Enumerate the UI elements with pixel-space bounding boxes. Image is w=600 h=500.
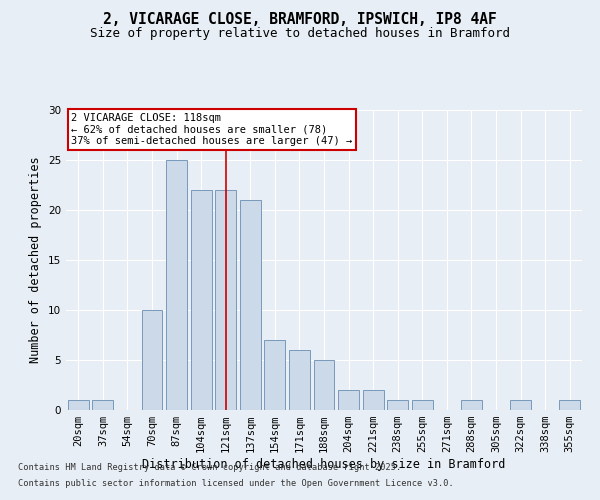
Bar [338, 390, 359, 410]
Bar [68, 400, 89, 410]
Text: Contains HM Land Registry data © Crown copyright and database right 2025.: Contains HM Land Registry data © Crown c… [18, 464, 401, 472]
Bar [412, 400, 433, 410]
Bar [215, 190, 236, 410]
Bar [142, 310, 163, 410]
Bar [387, 400, 408, 410]
Text: Size of property relative to detached houses in Bramford: Size of property relative to detached ho… [90, 28, 510, 40]
Bar [166, 160, 187, 410]
Bar [265, 340, 286, 410]
Bar [362, 390, 383, 410]
Bar [289, 350, 310, 410]
Bar [510, 400, 531, 410]
Bar [314, 360, 334, 410]
Bar [559, 400, 580, 410]
Bar [461, 400, 482, 410]
Text: 2 VICARAGE CLOSE: 118sqm
← 62% of detached houses are smaller (78)
37% of semi-d: 2 VICARAGE CLOSE: 118sqm ← 62% of detach… [71, 113, 352, 146]
X-axis label: Distribution of detached houses by size in Bramford: Distribution of detached houses by size … [142, 458, 506, 471]
Bar [240, 200, 261, 410]
Bar [92, 400, 113, 410]
Text: Contains public sector information licensed under the Open Government Licence v3: Contains public sector information licen… [18, 478, 454, 488]
Text: 2, VICARAGE CLOSE, BRAMFORD, IPSWICH, IP8 4AF: 2, VICARAGE CLOSE, BRAMFORD, IPSWICH, IP… [103, 12, 497, 28]
Y-axis label: Number of detached properties: Number of detached properties [29, 156, 43, 364]
Bar [191, 190, 212, 410]
